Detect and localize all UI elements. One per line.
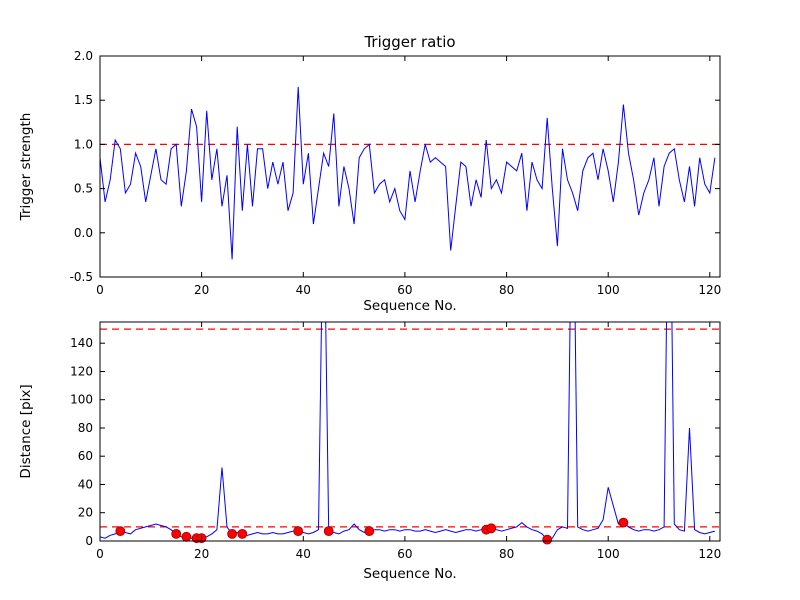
plot-area: 0 20 40 60 80 100 120 0 20 40 60 80 100 120 140 [70, 321, 721, 561]
axes-frame [99, 321, 721, 542]
y-tick-label: 140 [70, 336, 93, 350]
y-tick-label: 0.5 [74, 182, 93, 196]
axes-frame [99, 55, 721, 278]
trigger-event-marker [115, 526, 126, 536]
trigger-event-marker [486, 523, 497, 534]
data-line [100, 86, 716, 260]
trigger-event-marker [171, 529, 182, 539]
y-tick-label: 80 [78, 421, 93, 435]
x-tick-label: 0 [96, 547, 104, 561]
x-tick-label: 80 [499, 283, 514, 297]
trigger-event-marker [323, 526, 334, 536]
chart-title: Trigger ratio [363, 33, 455, 51]
y-tick-label: 100 [70, 393, 93, 407]
plot-area: 0 20 40 60 80 100 120 -0.5 0.0 0.5 1.0 1.5 2.0 [70, 49, 722, 297]
x-tick-label: 100 [597, 547, 620, 561]
y-tick-label: 120 [70, 365, 93, 379]
x-axis-label: Sequence No. [363, 298, 456, 314]
y-tick-label: 0 [85, 534, 93, 548]
y-tick-label: 20 [78, 506, 93, 520]
y-tick-label: 40 [78, 478, 93, 492]
trigger-event-marker [542, 534, 553, 545]
trigger-event-marker [181, 531, 192, 542]
y-tick-label: 1.5 [74, 93, 93, 107]
trigger-event-marker [237, 529, 248, 539]
x-tick-label: 40 [296, 547, 311, 561]
x-tick-label: 80 [499, 547, 514, 561]
y-tick-label: -0.5 [70, 270, 93, 284]
x-tick-label: 40 [296, 283, 311, 297]
y-tick-label: 1.0 [74, 137, 93, 151]
trigger-event-marker [364, 526, 375, 536]
trigger-event-marker [293, 526, 304, 536]
x-tick-label: 20 [194, 283, 209, 297]
x-tick-label: 100 [597, 283, 620, 297]
trigger-event-marker [618, 517, 629, 528]
data-line [100, 322, 716, 541]
x-tick-label: 60 [397, 283, 412, 297]
x-tick-label: 20 [194, 547, 209, 561]
distance-subplot: Distance [pix] Sequence No. 0 20 40 60 80 100… [18, 321, 721, 582]
x-tick-label: 120 [698, 547, 721, 561]
trigger-event-marker [227, 529, 238, 539]
y-axis-label: Trigger strength [18, 113, 34, 222]
y-tick-label: 0.0 [74, 226, 93, 240]
y-tick-label: 60 [78, 449, 93, 463]
y-tick-label: 2.0 [74, 49, 93, 63]
x-axis-label: Sequence No. [363, 566, 456, 582]
x-tick-label: 0 [96, 283, 104, 297]
x-tick-label: 120 [698, 283, 721, 297]
y-axis-label: Distance [pix] [18, 384, 34, 478]
trigger-ratio-subplot: Trigger ratio Trigger strength Sequence … [18, 33, 721, 314]
x-tick-label: 60 [397, 547, 412, 561]
